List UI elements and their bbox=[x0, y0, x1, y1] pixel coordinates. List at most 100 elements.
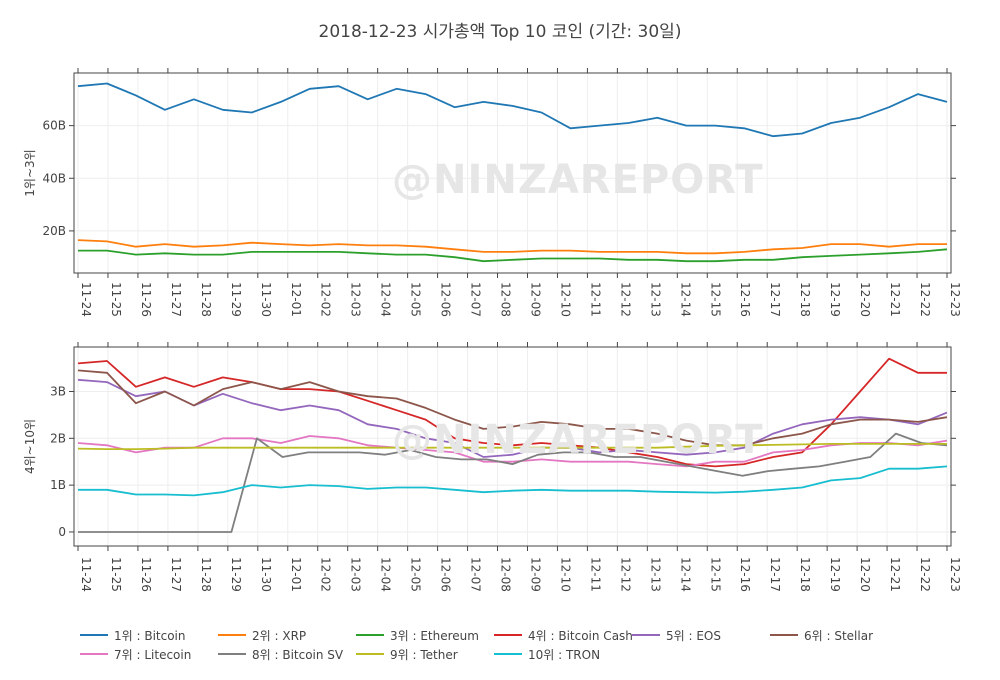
legend-item[interactable]: 10위 : TRON bbox=[494, 645, 600, 663]
x-tick-label: 11-29 bbox=[229, 557, 243, 592]
legend-item[interactable]: 2위 : XRP bbox=[218, 626, 306, 644]
y-tick-label: 20B bbox=[42, 224, 66, 238]
series-line bbox=[77, 435, 948, 468]
legend-label: 8위 : Bitcoin SV bbox=[252, 647, 344, 662]
x-tick-label: 12-20 bbox=[858, 282, 872, 317]
x-tick-label: 12-03 bbox=[349, 282, 363, 317]
x-tick-label: 12-13 bbox=[648, 557, 662, 592]
x-tick-label: 12-10 bbox=[558, 282, 572, 317]
x-tick-label: 12-01 bbox=[289, 557, 303, 592]
x-tick-label: 12-06 bbox=[439, 282, 453, 317]
legend-item[interactable]: 6위 : Stellar bbox=[770, 626, 873, 644]
x-tick-label: 11-24 bbox=[79, 282, 93, 317]
plot-frame bbox=[73, 72, 952, 274]
watermark-top: @NINZAREPORT bbox=[392, 157, 764, 203]
x-tick-label: 11-25 bbox=[109, 282, 123, 317]
panel-top: 20B 40B 60B 11-24 11-25 11-26 11-27 11-28 11-29 1… bbox=[23, 68, 962, 317]
y-tick-label: 1B bbox=[50, 478, 66, 492]
x-tick-label: 11-30 bbox=[259, 557, 273, 592]
series-line bbox=[77, 442, 947, 451]
x-tick-label: 12-04 bbox=[379, 282, 393, 317]
plot-frame bbox=[73, 346, 952, 547]
x-tick-label: 11-26 bbox=[139, 557, 153, 592]
x-tick-label: 12-23 bbox=[948, 557, 962, 592]
y-tick-label: 2B bbox=[50, 431, 66, 445]
x-tick-label: 11-29 bbox=[229, 282, 243, 317]
x-tick-label: 12-08 bbox=[499, 282, 513, 317]
legend-swatch bbox=[356, 653, 384, 655]
series-line bbox=[78, 248, 948, 263]
legend-item[interactable]: 7위 : Litecoin bbox=[80, 645, 191, 663]
series-line bbox=[78, 465, 948, 497]
series-line bbox=[77, 369, 948, 447]
x-tick-label: 12-19 bbox=[828, 557, 842, 592]
x-tick-label: 12-04 bbox=[379, 557, 393, 592]
x-tick-label: 12-08 bbox=[499, 557, 513, 592]
x-tick-label: 12-05 bbox=[409, 282, 423, 317]
x-tick-label: 12-15 bbox=[708, 557, 722, 592]
legend-item[interactable]: 9위 : Tether bbox=[356, 645, 458, 663]
x-tick-label: 12-07 bbox=[469, 282, 483, 317]
x-tick-label: 12-19 bbox=[828, 282, 842, 317]
x-tick-label: 12-13 bbox=[648, 282, 662, 317]
legend-swatch bbox=[770, 634, 798, 636]
legend-swatch bbox=[494, 634, 522, 636]
series-line bbox=[77, 239, 947, 255]
legend-label: 2위 : XRP bbox=[252, 628, 307, 643]
x-tick-label: 12-18 bbox=[798, 282, 812, 317]
x-tick-label: 12-18 bbox=[798, 557, 812, 592]
x-tick-label: 12-06 bbox=[439, 557, 453, 592]
legend-label: 9위 : Tether bbox=[390, 647, 458, 662]
x-tick-label: 12-12 bbox=[618, 282, 632, 317]
x-tick-label: 11-30 bbox=[259, 282, 273, 317]
x-tick-label: 12-15 bbox=[708, 282, 722, 317]
legend-label: 1위 : Bitcoin bbox=[114, 628, 186, 643]
x-tick-label: 11-25 bbox=[109, 557, 123, 592]
legend-swatch bbox=[632, 634, 660, 636]
x-tick-label: 12-03 bbox=[349, 557, 363, 592]
x-tick-label: 11-27 bbox=[169, 282, 183, 317]
legend-label: 10위 : TRON bbox=[528, 647, 601, 662]
x-tick-label: 12-05 bbox=[409, 557, 423, 592]
legend-label: 5위 : EOS bbox=[666, 628, 721, 643]
y-tick-label: 3B bbox=[50, 384, 66, 398]
x-tick-label: 12-21 bbox=[888, 282, 902, 317]
legend-item[interactable]: 8위 : Bitcoin SV bbox=[218, 645, 343, 663]
legend-swatch bbox=[80, 634, 108, 636]
legend-label: 3위 : Ethereum bbox=[390, 628, 479, 643]
x-tick-label: 12-14 bbox=[678, 282, 692, 317]
x-tick-label: 12-12 bbox=[618, 557, 632, 592]
x-tick-label: 12-23 bbox=[948, 282, 962, 317]
legend-label: 4위 : Bitcoin Cash bbox=[528, 628, 633, 643]
x-tick-label: 11-28 bbox=[199, 282, 213, 317]
y-axis-title: 4위~10위 bbox=[23, 419, 37, 474]
legend-swatch bbox=[218, 653, 246, 655]
legend-swatch bbox=[218, 634, 246, 636]
y-tick-label: 0 bbox=[58, 525, 66, 539]
panel-bottom: 0 1B 2B 3B 11-24 11-25 11-26 11-27 11-28 11-29 11-… bbox=[23, 342, 962, 592]
x-tick-label: 12-11 bbox=[588, 282, 602, 317]
legend-swatch bbox=[356, 634, 384, 636]
legend-item[interactable]: 1위 : Bitcoin bbox=[80, 626, 186, 644]
legend-item[interactable]: 4위 : Bitcoin Cash bbox=[494, 626, 633, 644]
y-axis-title: 1위~3위 bbox=[23, 149, 37, 196]
legend-swatch bbox=[494, 653, 522, 655]
legend-item[interactable]: 3위 : Ethereum bbox=[356, 626, 479, 644]
series-line bbox=[77, 82, 948, 138]
x-tick-label: 12-02 bbox=[319, 557, 333, 592]
legend-label: 6위 : Stellar bbox=[804, 628, 874, 643]
x-tick-label: 11-28 bbox=[199, 557, 213, 592]
x-tick-label: 12-10 bbox=[558, 557, 572, 592]
x-tick-label: 12-16 bbox=[738, 282, 752, 317]
legend-item[interactable]: 5위 : EOS bbox=[632, 626, 721, 644]
y-tick-label: 60B bbox=[42, 119, 66, 133]
x-tick-label: 12-16 bbox=[738, 557, 752, 592]
series-line bbox=[78, 432, 948, 533]
x-tick-label: 12-02 bbox=[319, 282, 333, 317]
x-tick-label: 12-22 bbox=[918, 557, 932, 592]
x-tick-label: 11-27 bbox=[169, 557, 183, 592]
x-tick-label: 12-01 bbox=[289, 282, 303, 317]
legend-label: 7위 : Litecoin bbox=[114, 647, 192, 662]
x-tick-label: 12-14 bbox=[678, 557, 692, 592]
